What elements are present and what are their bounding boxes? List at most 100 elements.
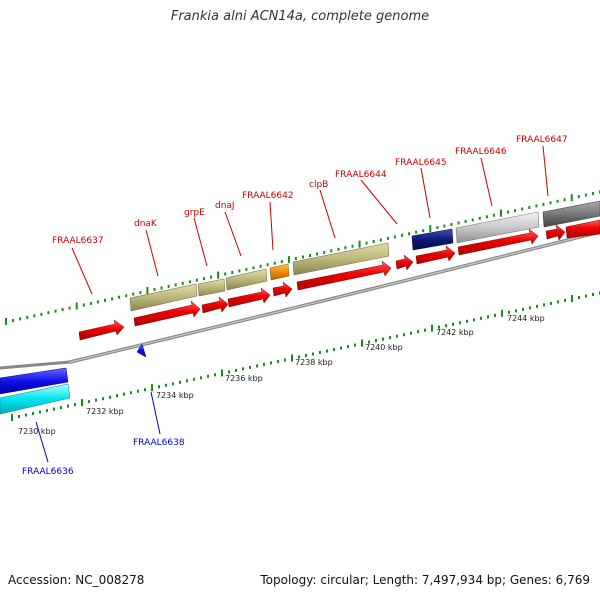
gene-label-FRAAL6645[interactable]: FRAAL6645 bbox=[395, 158, 447, 168]
upper-tick bbox=[521, 207, 524, 211]
feature-gray-bar[interactable] bbox=[542, 200, 600, 228]
lower-tick bbox=[165, 383, 167, 387]
upper-tick bbox=[89, 301, 92, 305]
lower-tick bbox=[368, 340, 370, 344]
lower-tick bbox=[354, 343, 356, 347]
upper-tick bbox=[280, 260, 283, 264]
lower-tick bbox=[431, 324, 433, 332]
gene-label-dnaK[interactable]: dnaK bbox=[134, 219, 158, 229]
lower-tick bbox=[158, 385, 160, 389]
lower-tick bbox=[291, 354, 293, 362]
gene-label-FRAAL6636[interactable]: FRAAL6636 bbox=[22, 467, 74, 477]
feature-orange-bar[interactable] bbox=[269, 263, 290, 281]
label-leader-lines bbox=[35, 145, 549, 463]
feature-olive-bar-4[interactable] bbox=[292, 242, 390, 276]
lower-tick bbox=[319, 351, 321, 354]
feature-silver-bar[interactable] bbox=[455, 211, 540, 244]
gene-arrow-FRAAL6637[interactable] bbox=[78, 319, 125, 341]
lower-tick bbox=[445, 324, 447, 328]
upper-tick bbox=[167, 284, 170, 288]
upper-tick bbox=[75, 302, 78, 310]
accession-text: Accession: NC_008278 bbox=[8, 573, 145, 587]
upper-tick bbox=[118, 295, 121, 299]
lower-tick bbox=[67, 404, 69, 408]
feature-navy-bar[interactable] bbox=[411, 228, 454, 251]
gene-label-FRAAL6638[interactable]: FRAAL6638 bbox=[133, 438, 185, 448]
gene-arrow-FRAAL6644[interactable] bbox=[395, 254, 414, 271]
upper-tick bbox=[330, 249, 333, 253]
upper-tick bbox=[5, 318, 7, 325]
upper-tick bbox=[146, 287, 149, 294]
lower-tick bbox=[536, 304, 538, 308]
lower-tick bbox=[130, 391, 132, 395]
tick-label-7238: 7238 kbp bbox=[295, 358, 333, 367]
gene-label-FRAAL6646[interactable]: FRAAL6646 bbox=[455, 147, 507, 157]
feature-olive-bar-1[interactable] bbox=[129, 283, 198, 312]
upper-tick bbox=[542, 202, 545, 206]
gene-arrow-partial[interactable] bbox=[565, 219, 600, 239]
upper-tick bbox=[19, 317, 22, 321]
gene-label-grpE[interactable]: grpE bbox=[184, 208, 205, 218]
lower-tick bbox=[466, 319, 468, 323]
lower-tick bbox=[249, 365, 251, 369]
feature-olive-bar-2[interactable] bbox=[197, 278, 226, 297]
gene-label-FRAAL6644[interactable]: FRAAL6644 bbox=[335, 170, 387, 180]
lower-tick bbox=[137, 389, 139, 393]
lower-tick bbox=[564, 298, 566, 302]
gene-label-FRAAL6642[interactable]: FRAAL6642 bbox=[242, 191, 294, 201]
lower-tick bbox=[277, 360, 279, 363]
upper-tick bbox=[471, 218, 474, 222]
lower-tick bbox=[193, 377, 195, 381]
upper-tick bbox=[294, 257, 297, 260]
feature-blue-bar[interactable] bbox=[0, 367, 69, 395]
lower-tick bbox=[396, 334, 398, 338]
upper-tick bbox=[302, 255, 304, 259]
feature-olive-bar-3[interactable] bbox=[225, 268, 268, 291]
gene-label-FRAAL6647[interactable]: FRAAL6647 bbox=[516, 135, 568, 145]
gene-label-clpB[interactable]: clpB bbox=[309, 180, 328, 190]
lower-tick bbox=[151, 384, 153, 392]
upper-tick bbox=[591, 192, 594, 195]
lower-tick bbox=[228, 370, 230, 374]
upper-tick bbox=[535, 204, 538, 208]
lower-tick bbox=[522, 307, 524, 311]
lower-tick bbox=[172, 382, 174, 386]
gene-arrow-clpB[interactable] bbox=[296, 260, 392, 291]
upper-tick bbox=[104, 298, 106, 302]
lower-tick bbox=[179, 380, 181, 384]
upper-tick bbox=[415, 230, 418, 234]
gene-label-FRAAL6637[interactable]: FRAAL6637 bbox=[52, 236, 104, 246]
lower-tick bbox=[459, 321, 461, 325]
upper-tick bbox=[54, 309, 57, 313]
gene-arrow-FRAAL6646[interactable] bbox=[457, 228, 539, 256]
upper-tick bbox=[203, 277, 205, 281]
lower-tick bbox=[88, 400, 90, 404]
upper-tick bbox=[210, 275, 213, 279]
gene-label-dnaJ[interactable]: dnaJ bbox=[215, 201, 235, 211]
lower-tick bbox=[473, 318, 475, 322]
upper-tick bbox=[401, 233, 403, 237]
lower-tick bbox=[438, 325, 440, 329]
lower-tick bbox=[361, 339, 363, 347]
lower-tick bbox=[424, 328, 426, 332]
gene-arrow-FRAAL6647[interactable] bbox=[545, 224, 566, 241]
gene-arrow-FRAAL6638[interactable] bbox=[136, 343, 147, 358]
gene-arrow-grpE[interactable] bbox=[201, 296, 229, 314]
lower-tick bbox=[326, 349, 328, 353]
upper-tick bbox=[450, 223, 453, 226]
lower-tick bbox=[298, 355, 300, 359]
lower-tick bbox=[200, 376, 202, 380]
gene-arrow-dnaJ[interactable] bbox=[227, 287, 271, 308]
lower-tick bbox=[515, 309, 517, 313]
gene-arrow-FRAAL6645[interactable] bbox=[415, 245, 456, 265]
feature-cyan-bar[interactable] bbox=[0, 383, 71, 415]
lower-tick bbox=[123, 392, 125, 396]
gene-arrow-FRAAL6642[interactable] bbox=[272, 281, 293, 298]
lower-tick bbox=[585, 294, 587, 298]
upper-tick bbox=[464, 219, 467, 223]
upper-tick bbox=[422, 229, 425, 233]
upper-tick bbox=[111, 297, 114, 301]
gene-arrow-dnaK[interactable] bbox=[133, 300, 201, 327]
upper-tick bbox=[436, 226, 439, 230]
